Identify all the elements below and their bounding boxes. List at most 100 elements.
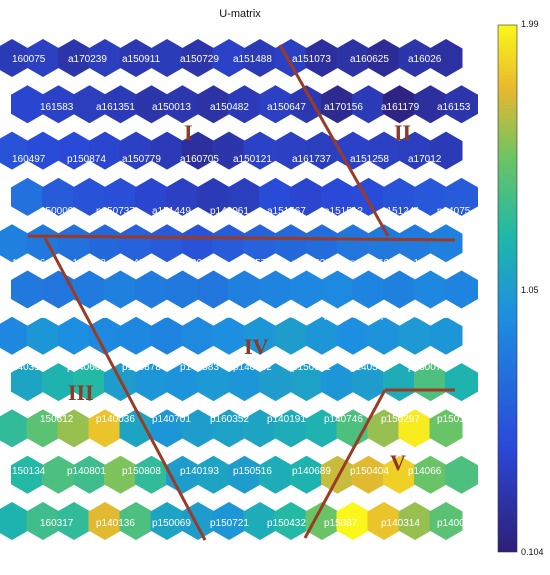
hex-cell — [73, 363, 106, 402]
node-label: 161583 — [40, 102, 74, 113]
hex-cell — [181, 224, 215, 263]
node-label: 160075 — [12, 54, 46, 65]
hex-cell — [42, 270, 75, 309]
hex-cell — [367, 316, 401, 355]
hex-cell — [181, 316, 215, 355]
hex-cell — [228, 363, 261, 402]
node-label: p14075 — [437, 206, 471, 217]
hex-cell — [181, 409, 215, 448]
node-label: a150121 — [233, 154, 272, 165]
colorbar-mid-tick: 1.05 — [521, 285, 539, 295]
hex-cell — [73, 270, 106, 309]
hex-cell — [367, 224, 401, 263]
hex-cell — [57, 409, 91, 448]
hex-cell — [259, 270, 292, 309]
node-label: p150878 — [122, 362, 161, 373]
hex-cell — [135, 363, 168, 402]
node-label: p150404 — [350, 466, 389, 477]
hex-cell — [305, 409, 339, 448]
hex-cell — [321, 177, 354, 216]
node-label: p150333 — [210, 310, 249, 321]
hex-cell — [321, 363, 354, 402]
hex-cell — [212, 131, 246, 170]
node-label: p150069 — [152, 518, 191, 529]
hex-cell — [119, 316, 153, 355]
hex-cell — [445, 455, 478, 494]
hex-cell — [197, 177, 230, 216]
hex-cell — [150, 224, 184, 263]
hex-cell — [445, 177, 478, 216]
hex-cell — [88, 316, 122, 355]
node-label: p140191 — [267, 414, 306, 425]
node-label: p150432 — [267, 518, 306, 529]
hex-cell — [26, 131, 60, 170]
colorbar-max-tick: 1.99 — [521, 19, 539, 29]
node-label: a170239 — [68, 54, 107, 65]
node-label: p140676 — [122, 258, 161, 269]
hex-cell — [398, 409, 432, 448]
colorbar — [497, 24, 518, 553]
hex-cell — [150, 39, 184, 77]
cluster-boundary-line — [27, 234, 456, 242]
node-label: p15087 — [324, 518, 358, 529]
hex-cell — [150, 131, 184, 170]
hex-cell — [305, 224, 339, 263]
cluster-label-iv: IV — [244, 334, 269, 359]
hex-cell — [243, 316, 277, 355]
node-label: p150683 — [267, 310, 306, 321]
node-label: 140911 — [40, 310, 73, 321]
hex-cell — [11, 85, 44, 124]
node-label: a16153 — [437, 102, 471, 113]
node-label: p140061 — [210, 206, 249, 217]
node-label: p140746 — [324, 414, 363, 425]
hex-cell — [135, 270, 168, 309]
hex-cell — [259, 363, 292, 402]
node-label: a16026 — [408, 54, 442, 65]
hex-cell — [119, 39, 153, 77]
hex-cell — [259, 177, 292, 216]
hex-cell — [352, 455, 385, 494]
node-label: a150779 — [122, 154, 161, 165]
node-label: p160531 — [324, 310, 363, 321]
hex-cell — [305, 39, 339, 77]
hex-cell — [197, 363, 230, 402]
node-label: a160625 — [350, 54, 389, 65]
hex-cell — [135, 85, 168, 124]
hex-cell — [11, 270, 44, 309]
hex-cell — [259, 455, 292, 494]
hex-cell — [42, 363, 75, 402]
hex-cell — [243, 224, 277, 263]
hex-cell — [445, 363, 478, 402]
node-label: p140136 — [96, 518, 135, 529]
hex-cell — [135, 455, 168, 494]
hex-cell — [290, 85, 323, 124]
node-label: p150874 — [67, 154, 106, 165]
hex-cell — [290, 363, 323, 402]
hex-cell — [42, 177, 75, 216]
node-label: a170156 — [324, 102, 363, 113]
hex-cell — [305, 502, 339, 540]
hex-cell — [0, 39, 29, 77]
hex-cell — [274, 502, 308, 540]
hex-cell — [166, 177, 199, 216]
cluster-label-ii: II — [394, 120, 411, 145]
hex-cell — [212, 39, 246, 77]
hex-cell — [290, 270, 323, 309]
hex-cell — [42, 85, 75, 124]
cluster-label-i: I — [184, 120, 193, 145]
hex-cell — [212, 502, 246, 540]
node-label: p140778 — [381, 310, 420, 321]
node-label: p140542 — [350, 362, 389, 373]
hex-cell — [398, 39, 432, 77]
hex-cell — [212, 224, 246, 263]
hex-cell — [383, 455, 416, 494]
hex-cell — [336, 502, 370, 540]
hex-cell — [383, 177, 416, 216]
hex-cell — [119, 502, 153, 540]
hex-cell — [150, 316, 184, 355]
node-label: a150647 — [267, 102, 306, 113]
hex-cell — [57, 502, 91, 540]
hex-cell — [352, 85, 385, 124]
hex-cell — [336, 316, 370, 355]
